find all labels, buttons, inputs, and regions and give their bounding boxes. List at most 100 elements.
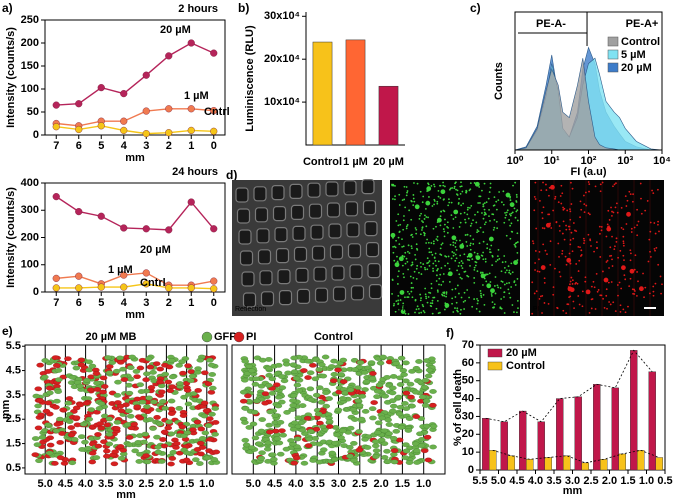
cell <box>576 282 579 285</box>
cell <box>417 308 420 310</box>
cell-dot <box>420 384 429 390</box>
cell-dot <box>182 457 191 463</box>
cell <box>514 242 517 245</box>
cell <box>611 265 614 267</box>
cell <box>425 242 428 244</box>
cell <box>539 199 541 202</box>
cell <box>437 189 440 192</box>
cell <box>397 275 399 278</box>
cell <box>486 273 489 276</box>
cell <box>562 309 565 312</box>
cell <box>406 296 409 298</box>
cell-dot <box>261 391 270 397</box>
cell <box>552 209 555 212</box>
cell-dot <box>303 415 312 421</box>
cell <box>472 243 475 245</box>
cell <box>609 255 611 257</box>
cell-dot <box>212 449 221 455</box>
cell <box>569 262 572 265</box>
cell <box>396 283 399 285</box>
cell <box>561 250 564 252</box>
data-point <box>165 129 173 137</box>
cell-dot <box>84 445 92 451</box>
x-axis-label: mm <box>125 309 145 321</box>
mesh-hole <box>350 285 365 301</box>
cell <box>413 182 415 184</box>
cell-dot <box>198 436 207 441</box>
cell <box>401 246 404 248</box>
legend-label: PI <box>246 331 256 343</box>
cell <box>393 303 395 305</box>
cell <box>425 216 428 218</box>
cell <box>637 220 640 223</box>
cell-dot <box>38 434 47 440</box>
cell <box>426 257 429 260</box>
cell <box>513 207 516 210</box>
cell <box>511 304 514 306</box>
cell-dot <box>200 400 209 406</box>
cell <box>466 289 469 291</box>
cell-cluster <box>152 354 180 467</box>
cell <box>428 251 431 254</box>
cell <box>468 296 470 299</box>
cell <box>448 201 451 204</box>
cell <box>410 247 413 250</box>
cell-dot <box>322 390 330 396</box>
cell-dot <box>145 356 153 362</box>
cell <box>477 202 480 204</box>
cell <box>407 296 410 299</box>
cell <box>400 256 403 259</box>
cell <box>531 281 534 284</box>
y-axis-label: Counts <box>493 62 505 100</box>
x-tick-label: 7 <box>53 297 59 309</box>
cell <box>437 260 440 263</box>
cell-dot <box>42 408 51 414</box>
cell-dot <box>88 459 96 465</box>
x-tick-label: 1 <box>188 297 194 309</box>
data-point <box>142 280 150 288</box>
cell-dot <box>346 387 355 393</box>
cell-dot <box>187 378 195 383</box>
cell-dot <box>169 449 178 455</box>
cell <box>460 296 463 299</box>
cell-dot <box>206 416 214 422</box>
cell-cluster <box>367 354 395 465</box>
cell <box>657 263 660 266</box>
cell <box>422 310 425 312</box>
cell-dot <box>337 372 345 377</box>
cell <box>610 281 613 283</box>
cell <box>392 198 394 200</box>
mesh-hole <box>242 292 257 308</box>
cell <box>452 218 455 220</box>
cell-dot <box>150 399 158 405</box>
x-tick-label: 2.0 <box>602 475 617 487</box>
cell <box>509 196 511 199</box>
cell-dot <box>328 450 336 456</box>
mesh-hole <box>259 270 273 286</box>
cell-dot <box>265 372 273 378</box>
mesh-hole <box>331 265 345 281</box>
cell <box>652 294 655 297</box>
gate-line <box>518 12 588 46</box>
mesh-hole <box>362 200 377 216</box>
cell <box>411 296 414 299</box>
cell <box>483 277 486 280</box>
cell <box>391 293 393 295</box>
cell-dot <box>143 371 151 377</box>
cell <box>426 301 429 304</box>
mesh-hole <box>257 249 272 265</box>
cell-dot <box>421 378 430 383</box>
cell-dot <box>334 367 342 373</box>
cell <box>493 204 496 207</box>
cell <box>510 222 513 225</box>
annotation: PE-A+ <box>626 18 659 30</box>
cell-dot <box>389 374 398 379</box>
x-tick-label: 3.5 <box>98 478 113 490</box>
bar <box>655 457 663 471</box>
cell <box>658 230 660 233</box>
cell <box>391 184 394 187</box>
axes <box>305 12 405 146</box>
cell <box>432 267 434 270</box>
cell <box>458 226 461 228</box>
bar <box>312 41 333 146</box>
